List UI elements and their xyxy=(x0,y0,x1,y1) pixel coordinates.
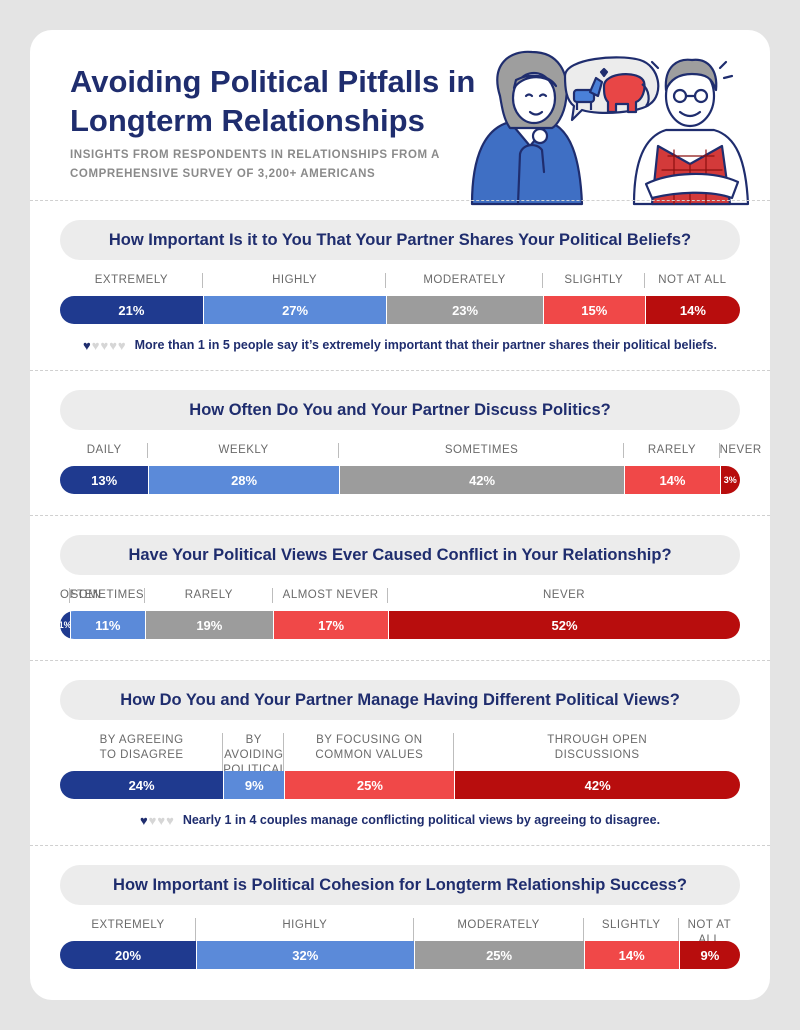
category-label: HIGHLY xyxy=(203,273,387,288)
category-label: HIGHLY xyxy=(196,918,414,948)
category-label: MODERATELY xyxy=(414,918,584,948)
page-title: Avoiding Political Pitfalls in Longterm … xyxy=(70,64,476,138)
category-label: OFTEN xyxy=(60,588,102,603)
heart-icon: ♥ xyxy=(139,812,148,828)
category-label-line: COMMON VALUES xyxy=(315,749,424,761)
heart-icon: ♥ xyxy=(117,337,126,353)
category-label: MODERATELY xyxy=(386,273,544,288)
heart-icon: ♥ xyxy=(83,337,91,353)
bar-segment: 3% xyxy=(719,466,740,494)
insight-text: More than 1 in 5 people say it’s extreme… xyxy=(134,338,717,352)
bar-segment: 20% xyxy=(60,941,196,969)
stacked-bar: 1% 11% 19% 17% 52% xyxy=(60,611,740,639)
category-labels: EXTREMELY HIGHLY MODERATELY SLIGHTLY NOT AT … xyxy=(60,918,740,948)
man-icon xyxy=(632,58,750,206)
category-label: NOT AT ALL xyxy=(658,274,727,286)
heart-icon: ♥ xyxy=(157,812,166,828)
insight-note: ♥ ♥ ♥ ♥ ♥ More than 1 in 5 people say it’s e… xyxy=(60,338,740,352)
divider xyxy=(30,845,770,846)
stacked-bar: 13% 28% 42% 14% 3% xyxy=(60,466,740,494)
bar-segment: 32% xyxy=(196,941,414,969)
divider xyxy=(30,660,770,661)
question-title: How Do You and Your Partner Manage Havin… xyxy=(60,680,740,720)
category-label: SOMETIMES xyxy=(70,588,145,603)
bar-segment: 1% xyxy=(60,611,72,639)
insight-note: ♥ ♥ ♥ ♥ Nearly 1 in 4 couples manage confli… xyxy=(60,813,740,827)
category-label-line: TO DISAGREE xyxy=(99,749,184,761)
elephant-icon xyxy=(602,73,650,114)
question-title: How Important Is it to You That Your Par… xyxy=(60,220,740,260)
heart-rating-icon: ♥ ♥ ♥ ♥ ♥ xyxy=(83,339,126,352)
bar-segment: 42% xyxy=(338,466,625,494)
bar-segment: 11% xyxy=(70,611,145,639)
category-label: SLIGHTLY xyxy=(543,273,645,288)
bar-segment: 17% xyxy=(273,611,389,639)
category-label-line: BY AGREEING xyxy=(99,734,184,746)
bar-segment: 15% xyxy=(542,296,645,324)
bar-segment: 14% xyxy=(624,466,720,494)
bar-segment: 21% xyxy=(60,296,203,324)
bar-segment: 14% xyxy=(644,296,740,324)
category-label: NEVER xyxy=(542,589,586,601)
category-label-line: BY FOCUSING ON xyxy=(316,734,423,746)
bar-segment: 24% xyxy=(60,771,224,799)
bar-segment: 27% xyxy=(202,296,387,324)
bar-segment: 13% xyxy=(60,466,149,494)
category-label: BY FOCUSING ON COMMON VALUES xyxy=(284,733,455,793)
heart-icon: ♥ xyxy=(109,337,117,353)
divider xyxy=(30,200,770,201)
category-label: RARELY xyxy=(145,588,274,603)
heart-icon: ♥ xyxy=(166,812,174,828)
category-labels: EXTREMELY HIGHLY MODERATELY SLIGHTLY NOT AT … xyxy=(60,273,740,288)
category-label: SLIGHTLY xyxy=(584,918,679,948)
divider xyxy=(30,370,770,371)
category-label: ALMOST NEVER xyxy=(273,588,389,603)
category-label: THROUGH OPEN DISCUSSIONS xyxy=(454,733,740,793)
heart-icon: ♥ xyxy=(100,337,109,353)
category-label: EXTREMELY xyxy=(60,918,196,948)
bar-segment: 9% xyxy=(223,771,285,799)
stacked-bar: 20% 32% 25% 14% 9% xyxy=(60,941,740,969)
speech-bubble xyxy=(563,56,660,122)
category-label: SOMETIMES xyxy=(339,443,625,458)
category-label: EXTREMELY xyxy=(60,273,203,288)
bar-segment: 52% xyxy=(388,611,740,639)
heart-icon: ♥ xyxy=(91,337,100,353)
bar-segment: 23% xyxy=(386,296,543,324)
bar-segment: 28% xyxy=(148,466,339,494)
question-title: How Often Do You and Your Partner Discus… xyxy=(60,390,740,430)
bar-segment: 42% xyxy=(454,771,740,799)
stacked-bar: 21% 27% 23% 15% 14% xyxy=(60,296,740,324)
bar-segment: 14% xyxy=(583,941,679,969)
bar-segment: 9% xyxy=(678,941,740,969)
category-label-line: BY AVOIDING xyxy=(224,734,284,761)
bar-segment: 19% xyxy=(144,611,274,639)
category-label: RARELY xyxy=(624,443,720,458)
couple-illustration xyxy=(470,50,750,206)
question-title: How Important is Political Cohesion for … xyxy=(60,865,740,905)
page-subtitle: INSIGHTS FROM RESPONDENTS IN RELATIONSHI… xyxy=(70,149,440,180)
bar-segment: 25% xyxy=(284,771,455,799)
category-label: WEEKLY xyxy=(148,443,340,458)
category-label: NEVER xyxy=(720,443,762,458)
stacked-bar: 24% 9% 25% 42% xyxy=(60,771,740,799)
divider xyxy=(30,515,770,516)
insight-text: Nearly 1 in 4 couples manage conflicting… xyxy=(182,813,661,827)
category-label: BY AGREEING TO DISAGREE xyxy=(60,733,224,793)
question-title: Have Your Political Views Ever Caused Co… xyxy=(60,535,740,575)
bar-segment: 25% xyxy=(413,941,584,969)
category-labels: OFTEN SOMETIMES RARELY ALMOST NEVER NEVER xyxy=(60,588,740,603)
category-labels: DAILYWEEKLYSOMETIMESRARELYNEVER xyxy=(60,443,762,458)
heart-icon: ♥ xyxy=(148,812,157,828)
category-label: DAILY xyxy=(60,443,149,458)
category-label-line: DISCUSSIONS xyxy=(554,749,640,761)
category-label-line: THROUGH OPEN xyxy=(547,734,648,746)
woman-icon xyxy=(470,50,584,206)
donkey-icon xyxy=(572,76,604,110)
heart-rating-icon: ♥ ♥ ♥ ♥ xyxy=(140,814,174,827)
